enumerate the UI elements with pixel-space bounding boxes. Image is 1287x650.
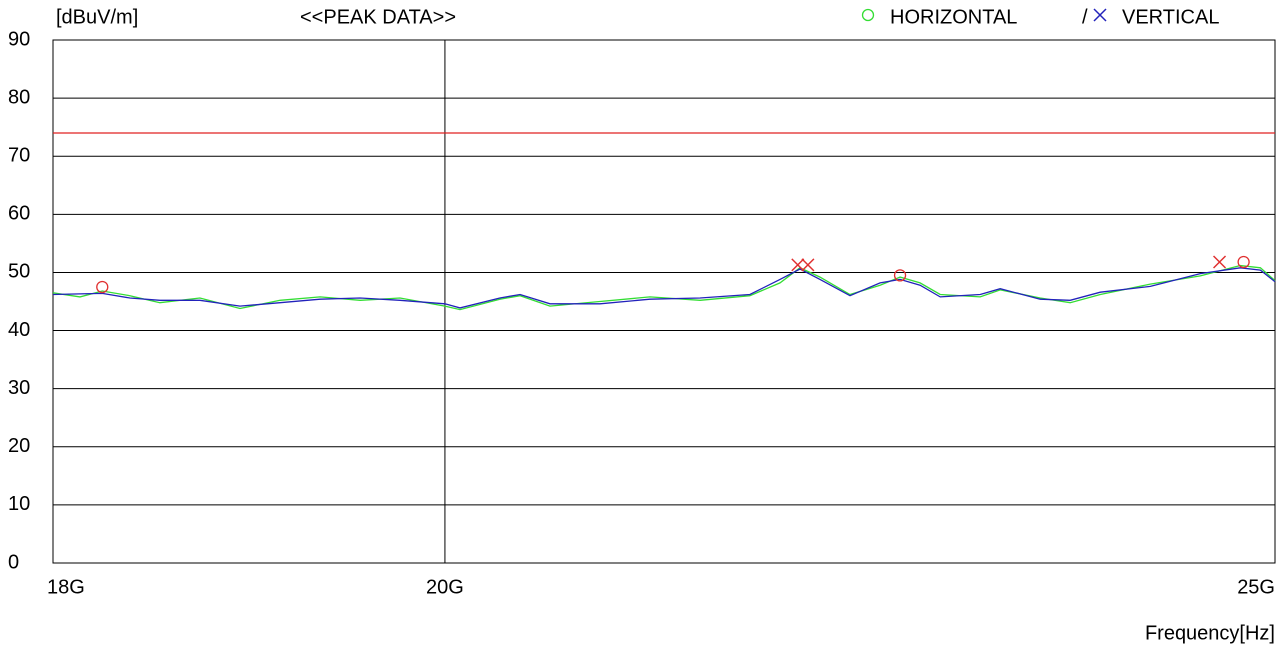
peak-marker bbox=[96, 280, 109, 294]
y-tick-label: 70 bbox=[8, 145, 30, 167]
peak-marker bbox=[801, 258, 815, 272]
peak-marker bbox=[1237, 255, 1250, 269]
y-tick-label: 0 bbox=[8, 551, 19, 573]
peak-marker bbox=[893, 269, 907, 282]
plot-frame bbox=[52, 39, 1276, 564]
y-tick-label: 10 bbox=[8, 493, 30, 515]
legend-symbol bbox=[1093, 8, 1107, 22]
y-tick-label: 50 bbox=[8, 261, 30, 283]
legend-separator: / bbox=[1082, 6, 1088, 28]
y-tick-label: 30 bbox=[8, 377, 30, 399]
peak-marker bbox=[1212, 255, 1227, 269]
y-tick-label: 90 bbox=[8, 28, 30, 50]
x-tick-label: 25G bbox=[1237, 576, 1275, 598]
y-tick-label: 60 bbox=[8, 203, 30, 225]
x-axis-label: Frequency[Hz] bbox=[1145, 622, 1275, 644]
y-tick-label: 80 bbox=[8, 86, 30, 108]
trace-line bbox=[52, 267, 1276, 309]
y-unit-label: [dBuV/m] bbox=[56, 6, 138, 28]
peak-marker bbox=[791, 258, 805, 272]
legend-label: HORIZONTAL bbox=[890, 6, 1017, 28]
x-tick-label: 18G bbox=[47, 576, 85, 598]
chart-title: <<PEAK DATA>> bbox=[300, 6, 456, 28]
y-tick-label: 20 bbox=[8, 435, 30, 457]
y-tick-label: 40 bbox=[8, 319, 30, 341]
trace-line bbox=[52, 264, 1276, 311]
legend-symbol bbox=[861, 8, 875, 22]
legend-label: VERTICAL bbox=[1122, 6, 1219, 28]
x-tick-label: 20G bbox=[426, 576, 464, 598]
